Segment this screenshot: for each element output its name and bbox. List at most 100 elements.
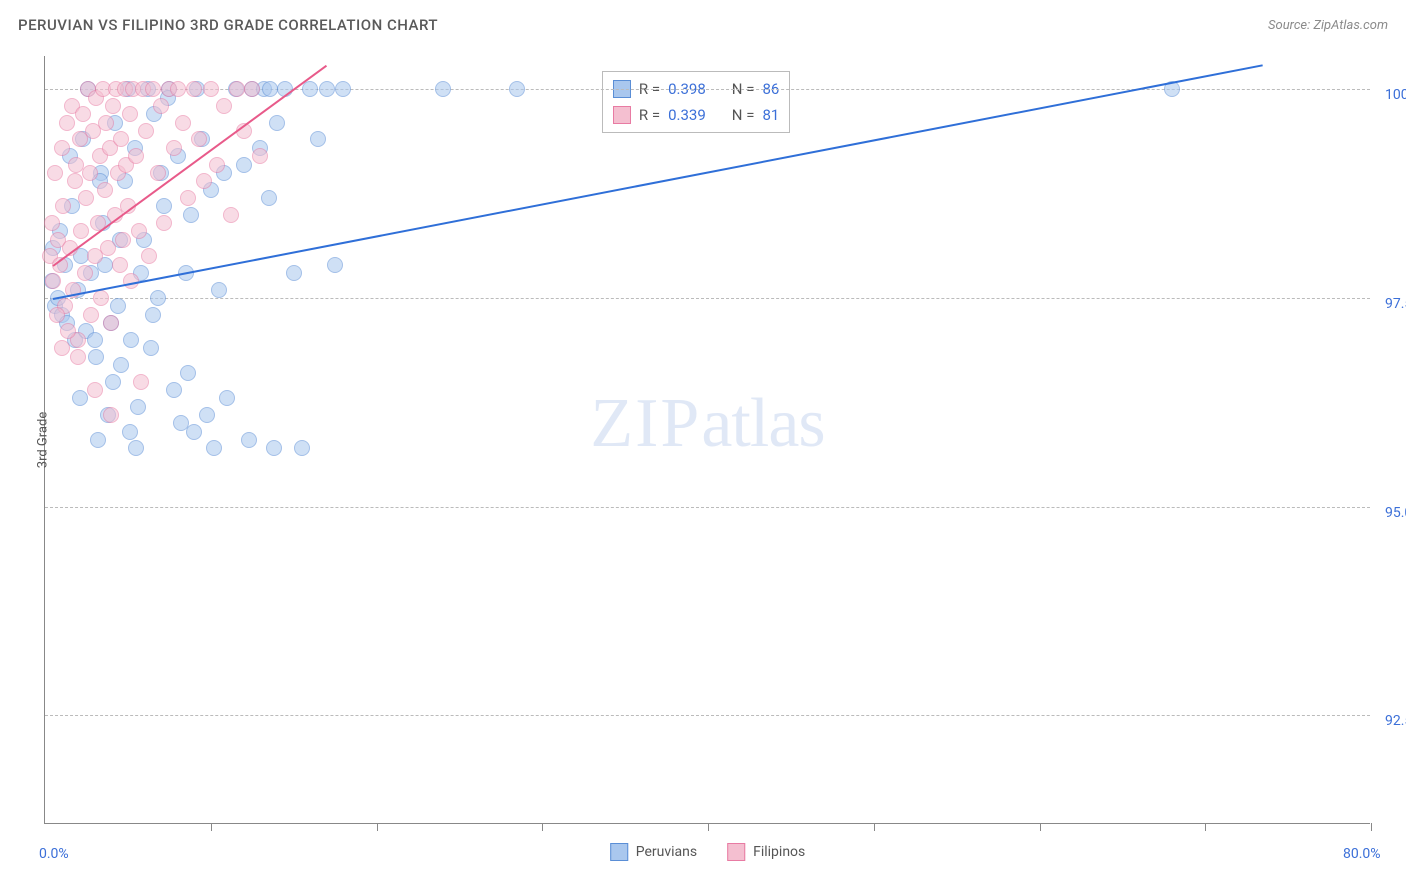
data-point bbox=[75, 106, 91, 122]
data-point bbox=[105, 98, 121, 114]
data-point bbox=[183, 207, 199, 223]
y-tick-label: 97.5% bbox=[1385, 296, 1406, 312]
data-point bbox=[60, 323, 76, 339]
data-point bbox=[122, 424, 138, 440]
data-point bbox=[335, 81, 351, 97]
data-point bbox=[115, 232, 131, 248]
data-point bbox=[100, 240, 116, 256]
data-point bbox=[244, 81, 260, 97]
data-point bbox=[156, 198, 172, 214]
data-point bbox=[150, 290, 166, 306]
y-tick-label: 100.0% bbox=[1385, 87, 1406, 103]
data-point bbox=[87, 332, 103, 348]
x-tick bbox=[1040, 823, 1041, 831]
data-point bbox=[82, 165, 98, 181]
data-point bbox=[97, 182, 113, 198]
data-point bbox=[229, 81, 245, 97]
data-point bbox=[241, 432, 257, 448]
data-point bbox=[113, 357, 129, 373]
data-point bbox=[128, 148, 144, 164]
data-point bbox=[166, 140, 182, 156]
x-tick bbox=[1371, 823, 1372, 831]
legend-label: Filipinos bbox=[753, 844, 805, 860]
chart-title: PERUVIAN VS FILIPINO 3RD GRADE CORRELATI… bbox=[18, 16, 438, 34]
data-point bbox=[209, 157, 225, 173]
data-point bbox=[78, 190, 94, 206]
chart-header: PERUVIAN VS FILIPINO 3RD GRADE CORRELATI… bbox=[0, 0, 1406, 40]
data-point bbox=[54, 340, 70, 356]
data-point bbox=[110, 298, 126, 314]
series-swatch bbox=[613, 106, 631, 124]
data-point bbox=[170, 81, 186, 97]
x-tick bbox=[708, 823, 709, 831]
legend-label: Peruvians bbox=[636, 844, 697, 860]
data-point bbox=[145, 307, 161, 323]
data-point bbox=[509, 81, 525, 97]
data-point bbox=[143, 340, 159, 356]
data-point bbox=[54, 140, 70, 156]
data-point bbox=[191, 131, 207, 147]
data-point bbox=[186, 424, 202, 440]
x-tick bbox=[874, 823, 875, 831]
data-point bbox=[47, 165, 63, 181]
data-point bbox=[112, 257, 128, 273]
data-point bbox=[87, 382, 103, 398]
data-point bbox=[103, 407, 119, 423]
x-max-label: 80.0% bbox=[1343, 846, 1381, 862]
x-tick bbox=[211, 823, 212, 831]
legend-swatch bbox=[727, 843, 745, 861]
data-point bbox=[252, 148, 268, 164]
x-min-label: 0.0% bbox=[39, 846, 69, 862]
data-point bbox=[261, 190, 277, 206]
data-point bbox=[73, 223, 89, 239]
data-point bbox=[262, 81, 278, 97]
data-point bbox=[180, 365, 196, 381]
y-tick-label: 95.0% bbox=[1385, 505, 1406, 521]
n-label: N = bbox=[732, 106, 755, 124]
data-point bbox=[302, 81, 318, 97]
data-point bbox=[141, 248, 157, 264]
gridline-h bbox=[45, 298, 1370, 299]
data-point bbox=[55, 198, 71, 214]
data-point bbox=[77, 265, 93, 281]
data-point bbox=[98, 115, 114, 131]
data-point bbox=[236, 157, 252, 173]
data-point bbox=[103, 315, 119, 331]
data-point bbox=[88, 349, 104, 365]
data-point bbox=[123, 332, 139, 348]
data-point bbox=[199, 407, 215, 423]
data-point bbox=[90, 432, 106, 448]
data-point bbox=[59, 115, 75, 131]
data-point bbox=[49, 307, 65, 323]
data-point bbox=[93, 290, 109, 306]
data-point bbox=[113, 131, 129, 147]
data-point bbox=[67, 173, 83, 189]
legend-item: Filipinos bbox=[727, 843, 805, 861]
data-point bbox=[128, 440, 144, 456]
data-point bbox=[150, 165, 166, 181]
legend-swatch bbox=[610, 843, 628, 861]
data-point bbox=[269, 115, 285, 131]
data-point bbox=[44, 215, 60, 231]
data-point bbox=[175, 115, 191, 131]
x-tick bbox=[377, 823, 378, 831]
data-point bbox=[166, 382, 182, 398]
data-point bbox=[211, 282, 227, 298]
data-point bbox=[180, 190, 196, 206]
data-point bbox=[219, 390, 235, 406]
gridline-h bbox=[45, 507, 1370, 508]
legend: Peruvians Filipinos bbox=[610, 843, 806, 861]
data-point bbox=[319, 81, 335, 97]
data-point bbox=[196, 173, 212, 189]
stats-row: R = 0.339N = 81 bbox=[613, 102, 779, 128]
data-point bbox=[105, 374, 121, 390]
data-point bbox=[138, 123, 154, 139]
data-point bbox=[153, 98, 169, 114]
data-point bbox=[327, 257, 343, 273]
y-axis-label: 3rd Grade bbox=[36, 411, 51, 467]
data-point bbox=[206, 440, 222, 456]
scatter-plot-area: 3rd Grade ZIPatlas R = 0.398N = 86R = 0.… bbox=[44, 56, 1370, 824]
data-point bbox=[145, 81, 161, 97]
n-value: 81 bbox=[762, 106, 779, 124]
data-point bbox=[156, 215, 172, 231]
